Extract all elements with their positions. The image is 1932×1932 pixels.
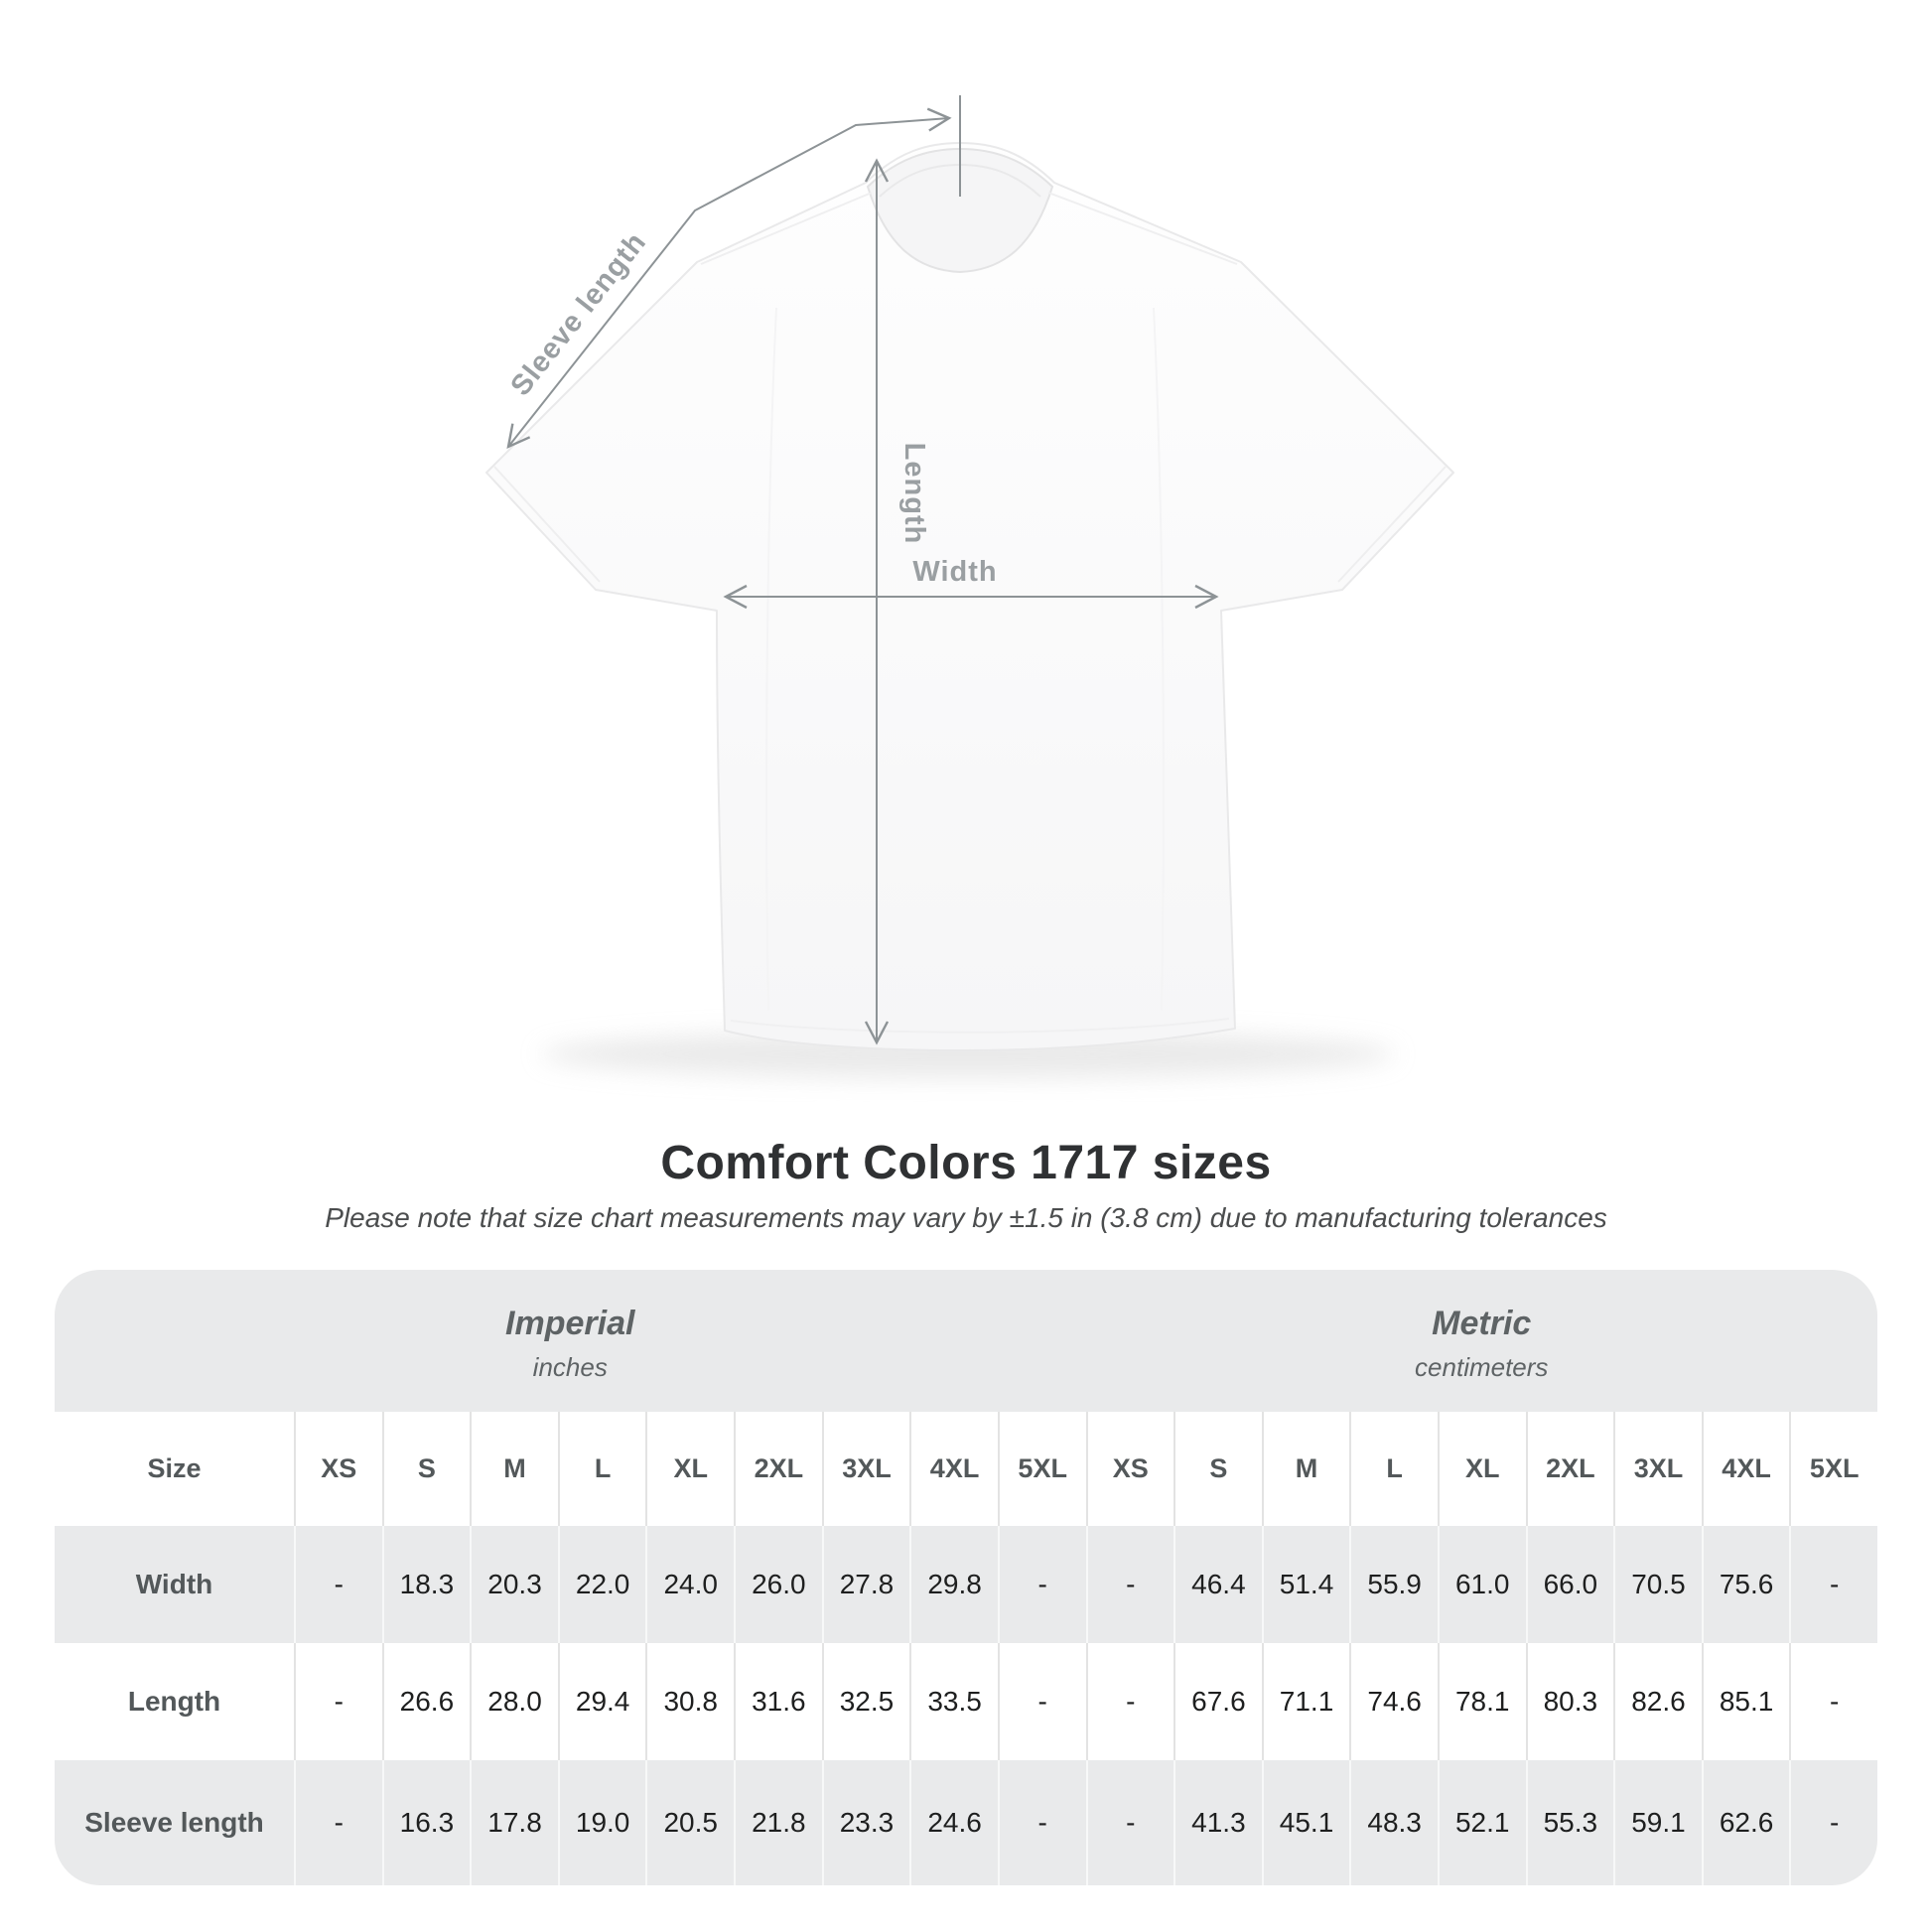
value-cell: 24.6 [909, 1760, 998, 1885]
value-cell: 85.1 [1701, 1643, 1790, 1760]
size-col-header: XL [1437, 1412, 1526, 1526]
page-title: Comfort Colors 1717 sizes [660, 1137, 1272, 1189]
value-cell: - [1789, 1760, 1877, 1885]
value-cell: - [997, 1526, 1086, 1643]
table-row-width: Width -18.3 20.3 22.0 24.0 26.0 27.8 29.8- -46.… [55, 1526, 1877, 1643]
value-cell: 28.0 [470, 1643, 558, 1760]
size-col-header: 3XL [1613, 1412, 1702, 1526]
value-cell: 27.8 [821, 1526, 910, 1643]
value-cell: 33.5 [909, 1643, 998, 1760]
value-cell: - [997, 1643, 1086, 1760]
value-cell: 78.1 [1437, 1643, 1526, 1760]
value-cell: 71.1 [1261, 1643, 1350, 1760]
size-col-header: 5XL [1789, 1412, 1877, 1526]
value-cell: - [1085, 1526, 1174, 1643]
size-col-header: 5XL [997, 1412, 1086, 1526]
value-cell: 59.1 [1613, 1760, 1702, 1885]
value-cell: 29.8 [909, 1526, 998, 1643]
value-cell: 20.5 [645, 1760, 734, 1885]
width-label: Width [912, 556, 997, 588]
value-cell: 19.0 [557, 1760, 646, 1885]
value-cell: 74.6 [1349, 1643, 1438, 1760]
size-col-header: M [1261, 1412, 1350, 1526]
value-cell: 80.3 [1525, 1643, 1614, 1760]
size-col-header: XS [294, 1412, 382, 1526]
value-cell: 32.5 [821, 1643, 910, 1760]
value-cell: 41.3 [1173, 1760, 1262, 1885]
size-diagram-section: Sleeve length Length Width [485, 95, 1454, 1078]
length-label: Length [898, 443, 930, 545]
value-cell: 22.0 [557, 1526, 646, 1643]
value-cell: - [1085, 1643, 1174, 1760]
value-cell: 30.8 [645, 1643, 734, 1760]
tshirt-measurement-diagram: Sleeve length Length Width [485, 95, 1454, 1078]
value-cell: 55.3 [1525, 1760, 1614, 1885]
value-cell: 29.4 [557, 1643, 646, 1760]
size-col-header: 3XL [821, 1412, 910, 1526]
value-cell: 61.0 [1437, 1526, 1526, 1643]
value-cell: 51.4 [1261, 1526, 1350, 1643]
table-row-sleeve-length: Sleeve length -16.3 17.8 19.0 20.5 21.8 23.3 2… [55, 1760, 1877, 1885]
size-header-row: Size XS S M L XL 2XL 3XL 4XL 5XL XS S M L XL 2XL 3XL 4XL… [55, 1412, 1877, 1526]
page-subtitle: Please note that size chart measurements… [325, 1202, 1607, 1233]
metric-unit-label: centimeters [1415, 1352, 1549, 1382]
value-cell: - [1789, 1526, 1877, 1643]
size-col-header: XL [645, 1412, 734, 1526]
sleeve-length-arrow [506, 107, 952, 450]
value-cell: 48.3 [1349, 1760, 1438, 1885]
unit-group-header-row: Imperial inches Metric centimeters [55, 1270, 1877, 1412]
size-col-header: 4XL [1701, 1412, 1790, 1526]
value-cell: 75.6 [1701, 1526, 1790, 1643]
value-cell: 67.6 [1173, 1643, 1262, 1760]
table-row-length: Length -26.6 28.0 29.4 30.8 31.6 32.5 33.5- -67… [55, 1643, 1877, 1760]
size-header-label: Size [147, 1453, 202, 1483]
value-cell: 18.3 [381, 1526, 471, 1643]
value-cell: 31.6 [734, 1643, 822, 1760]
value-cell: 45.1 [1261, 1760, 1350, 1885]
value-cell: - [294, 1526, 382, 1643]
size-col-header: XS [1085, 1412, 1174, 1526]
metric-label: Metric [1432, 1305, 1532, 1342]
value-cell: 70.5 [1613, 1526, 1702, 1643]
row-label-width: Width [135, 1569, 213, 1599]
value-cell: 20.3 [470, 1526, 558, 1643]
value-cell: 16.3 [381, 1760, 471, 1885]
row-label-sleeve-length: Sleeve length [84, 1807, 264, 1838]
imperial-unit-label: inches [532, 1352, 608, 1382]
size-col-header: M [470, 1412, 558, 1526]
value-cell: 23.3 [821, 1760, 910, 1885]
size-col-header: S [1173, 1412, 1262, 1526]
value-cell: 21.8 [734, 1760, 822, 1885]
shirt-shadow [541, 1031, 1395, 1078]
value-cell: 62.6 [1701, 1760, 1790, 1885]
size-col-header: S [381, 1412, 471, 1526]
size-col-header: 4XL [909, 1412, 998, 1526]
value-cell: 26.0 [734, 1526, 822, 1643]
value-cell: - [294, 1643, 382, 1760]
row-label-length: Length [127, 1686, 221, 1717]
metric-group-header: Metric centimeters [1086, 1270, 1878, 1412]
size-col-header: 2XL [734, 1412, 822, 1526]
value-cell: - [1085, 1760, 1174, 1885]
value-cell: 66.0 [1525, 1526, 1614, 1643]
value-cell: 24.0 [645, 1526, 734, 1643]
value-cell: 82.6 [1613, 1643, 1702, 1760]
value-cell: - [1789, 1643, 1877, 1760]
size-col-header: 2XL [1525, 1412, 1614, 1526]
measurement-annotations [506, 95, 1219, 1045]
imperial-group-header: Imperial inches [55, 1270, 1086, 1412]
value-cell: - [294, 1760, 382, 1885]
value-cell: 17.8 [470, 1760, 558, 1885]
size-col-header: L [1349, 1412, 1438, 1526]
value-cell: 46.4 [1173, 1526, 1262, 1643]
value-cell: - [997, 1760, 1086, 1885]
imperial-label: Imperial [505, 1305, 635, 1342]
value-cell: 26.6 [381, 1643, 471, 1760]
value-cell: 52.1 [1437, 1760, 1526, 1885]
value-cell: 55.9 [1349, 1526, 1438, 1643]
size-col-header: L [557, 1412, 646, 1526]
size-chart-table: Imperial inches Metric centimeters Size … [55, 1270, 1877, 1885]
